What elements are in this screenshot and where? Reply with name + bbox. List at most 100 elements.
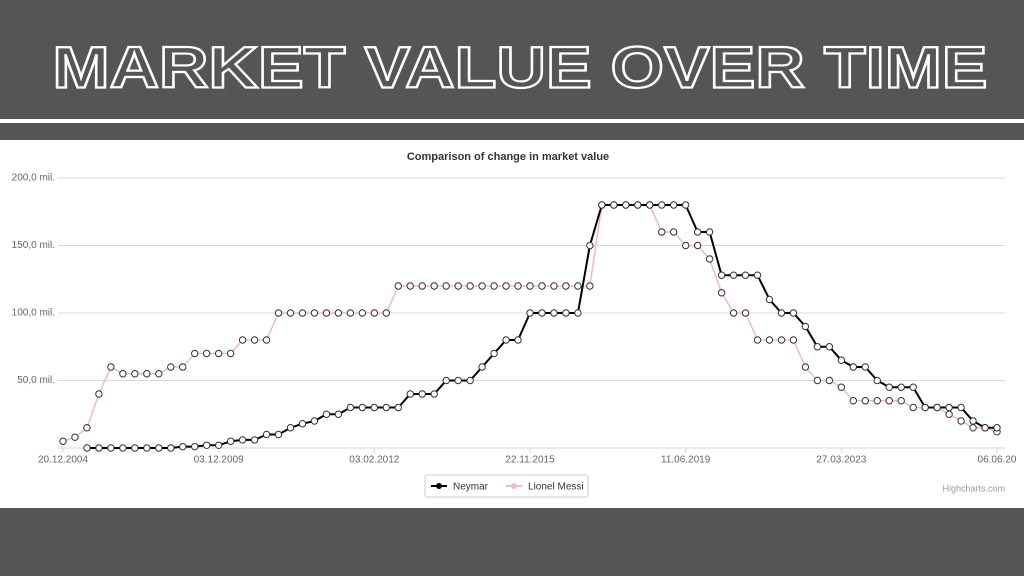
data-point [478, 282, 486, 290]
chart-panel [0, 140, 1024, 508]
data-point [226, 437, 235, 445]
data-point [753, 271, 762, 279]
data-point [514, 336, 522, 344]
data-point [789, 309, 798, 317]
legend-symbol [436, 483, 442, 489]
data-point [837, 356, 846, 364]
data-point [514, 282, 522, 290]
data-point [765, 295, 774, 304]
data-point [346, 309, 355, 317]
data-point [765, 336, 774, 344]
chart-title: Comparison of change in market value [407, 151, 609, 163]
credit: Highcharts.com [942, 483, 1005, 493]
data-point [801, 363, 810, 371]
data-point [143, 444, 151, 452]
data-point [418, 282, 426, 290]
data-point [957, 417, 965, 425]
x-tick-label: 20.12.2004 [38, 455, 88, 466]
data-point [669, 201, 678, 209]
data-point [622, 201, 630, 209]
data-point [490, 349, 498, 358]
legend-symbol [511, 483, 518, 489]
data-point [921, 403, 929, 412]
data-point [95, 444, 103, 452]
x-tick-label: 11.06.2019 [661, 455, 711, 466]
data-point [382, 309, 391, 317]
data-point [801, 322, 810, 331]
data-point [454, 282, 462, 290]
data-point [969, 424, 977, 432]
data-point [442, 376, 450, 385]
data-point [502, 336, 510, 344]
data-point [214, 349, 223, 358]
data-point [179, 442, 187, 451]
data-point [191, 442, 199, 451]
data-point [83, 424, 91, 432]
data-point [957, 403, 965, 412]
data-point [226, 349, 235, 358]
data-point [550, 282, 558, 290]
data-point [933, 403, 941, 412]
data-point [406, 390, 414, 398]
data-point [334, 309, 343, 317]
data-point [538, 309, 546, 317]
data-point [969, 417, 977, 425]
data-point [466, 282, 474, 290]
divider [0, 119, 1024, 123]
data-point [143, 370, 151, 378]
data-point [119, 370, 127, 378]
data-point [646, 201, 654, 209]
data-point [861, 397, 869, 405]
data-point [191, 349, 199, 358]
data-point [179, 363, 187, 371]
data-point [693, 241, 702, 250]
data-point [286, 424, 295, 432]
data-point [167, 363, 175, 371]
data-point [873, 397, 881, 405]
data-point [238, 436, 247, 444]
data-point [909, 403, 917, 412]
data-point [358, 309, 367, 317]
data-point [849, 397, 858, 405]
y-tick-label: 200,0 mil. [12, 173, 55, 184]
x-tick-label: 06.06.20 [978, 455, 1017, 466]
data-point [729, 271, 738, 279]
page-title: MARKET VALUE OVER TIME [53, 35, 988, 100]
data-point [873, 376, 881, 385]
data-point [71, 433, 79, 441]
data-point [705, 228, 714, 236]
data-point [119, 444, 127, 452]
data-point [394, 282, 402, 290]
data-point [574, 282, 582, 290]
data-point [250, 436, 259, 444]
data-point [526, 309, 534, 317]
data-point [897, 383, 905, 391]
data-point [466, 376, 474, 385]
data-point [370, 403, 379, 412]
data-point [406, 282, 414, 290]
data-point [262, 430, 271, 439]
data-point [550, 309, 558, 317]
data-point [454, 376, 462, 385]
data-point [131, 444, 139, 452]
data-point [598, 201, 606, 209]
data-point [885, 383, 893, 391]
data-point [777, 336, 786, 344]
x-tick-label: 22.11.2015 [505, 455, 555, 466]
data-point [262, 336, 271, 344]
data-point [202, 441, 211, 449]
data-point [813, 376, 822, 385]
data-point [717, 271, 726, 279]
data-point [789, 336, 798, 344]
data-point [358, 403, 367, 412]
data-point [382, 403, 391, 412]
data-point [681, 241, 690, 250]
data-point [394, 403, 402, 412]
data-point [849, 363, 858, 371]
data-point [490, 282, 498, 290]
data-point [298, 309, 307, 317]
data-point [586, 241, 594, 250]
data-point [813, 343, 822, 351]
data-point [214, 441, 223, 449]
data-point [669, 228, 678, 236]
